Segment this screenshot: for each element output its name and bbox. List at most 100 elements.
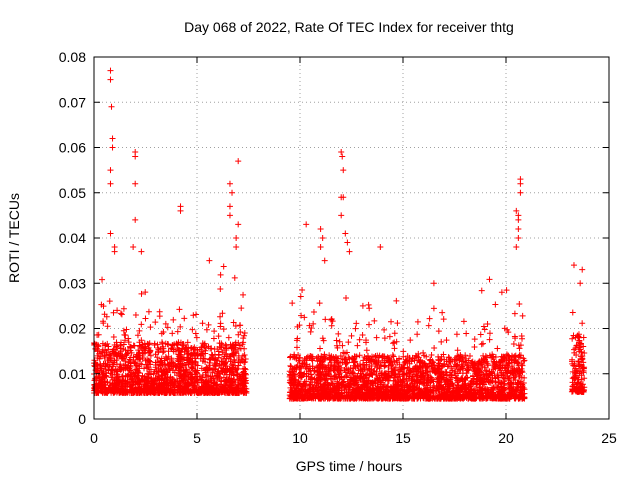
data-point — [117, 389, 124, 396]
data-point — [218, 389, 225, 396]
y-tick-label: 0.01 — [59, 366, 86, 382]
data-point — [109, 348, 116, 355]
data-point — [153, 386, 160, 393]
data-point — [162, 371, 169, 378]
data-point — [142, 315, 149, 322]
data-point — [386, 333, 393, 340]
data-point — [127, 360, 134, 367]
data-point — [192, 371, 199, 378]
x-tick-label: 15 — [395, 430, 411, 446]
data-point — [185, 387, 192, 394]
data-point — [149, 385, 156, 392]
data-point — [120, 305, 127, 312]
data-point — [153, 371, 160, 378]
data-point — [377, 244, 384, 251]
data-point — [340, 167, 347, 174]
data-point — [193, 334, 200, 341]
data-point — [195, 351, 202, 358]
data-point — [381, 326, 388, 333]
data-point — [215, 354, 222, 361]
data-point — [175, 339, 182, 346]
data-point — [188, 364, 195, 371]
data-point — [310, 309, 317, 316]
data-point — [236, 322, 243, 329]
data-point — [138, 321, 145, 328]
data-point — [373, 334, 380, 341]
data-point — [162, 353, 169, 360]
data-point — [155, 368, 162, 375]
data-point — [95, 389, 102, 396]
data-point — [105, 343, 112, 350]
data-point — [142, 349, 149, 356]
data-point — [460, 318, 467, 325]
data-point — [236, 342, 243, 349]
data-point — [407, 337, 414, 344]
data-point — [215, 388, 222, 395]
data-point — [156, 361, 163, 368]
data-point — [177, 323, 184, 330]
data-point — [165, 361, 172, 368]
data-point — [184, 339, 191, 346]
data-point — [199, 385, 206, 392]
data-point — [229, 189, 236, 196]
data-point — [214, 369, 221, 376]
data-point — [234, 387, 241, 394]
data-point — [135, 375, 142, 382]
data-point — [107, 67, 114, 74]
data-point — [202, 371, 209, 378]
data-point — [169, 342, 176, 349]
data-point — [158, 355, 165, 362]
data-point — [177, 364, 184, 371]
y-axis-label: ROTI / TECUs — [6, 193, 22, 283]
data-point — [94, 347, 101, 354]
data-point — [183, 366, 190, 373]
data-point — [138, 337, 145, 344]
data-point — [353, 320, 360, 327]
data-point — [486, 330, 493, 337]
data-point — [569, 309, 576, 316]
data-point — [344, 239, 351, 246]
data-point — [471, 336, 478, 343]
data-point — [182, 380, 189, 387]
data-point — [193, 311, 200, 318]
data-point — [132, 153, 139, 160]
data-point — [192, 379, 199, 386]
data-point — [316, 300, 323, 307]
data-point — [130, 244, 137, 251]
data-point — [155, 365, 162, 372]
data-point — [132, 180, 139, 187]
data-point — [207, 373, 214, 380]
data-point — [101, 311, 108, 318]
data-point — [145, 364, 152, 371]
data-point — [394, 320, 401, 327]
data-point — [110, 352, 117, 359]
data-point — [517, 189, 524, 196]
data-point — [225, 334, 232, 341]
data-point — [431, 344, 438, 351]
data-point — [209, 386, 216, 393]
data-point — [109, 135, 116, 142]
grid-layer — [94, 57, 609, 419]
data-point — [136, 342, 143, 349]
data-point — [346, 248, 353, 255]
y-tick-label: 0.07 — [59, 94, 86, 110]
data-point — [119, 354, 126, 361]
data-point — [156, 308, 163, 315]
data-point — [154, 375, 161, 382]
data-point — [440, 316, 447, 323]
data-point — [182, 367, 189, 374]
data-point — [173, 348, 179, 355]
data-point — [232, 379, 239, 386]
data-point — [199, 320, 206, 327]
data-point — [217, 271, 224, 278]
data-point — [144, 380, 151, 387]
data-point — [163, 389, 170, 396]
data-point — [181, 315, 188, 322]
data-point — [183, 354, 190, 361]
data-point — [363, 347, 370, 354]
data-point — [190, 312, 197, 319]
x-tick-label: 5 — [193, 430, 201, 446]
data-point — [322, 316, 329, 323]
data-point — [371, 317, 378, 324]
data-point — [231, 274, 238, 281]
